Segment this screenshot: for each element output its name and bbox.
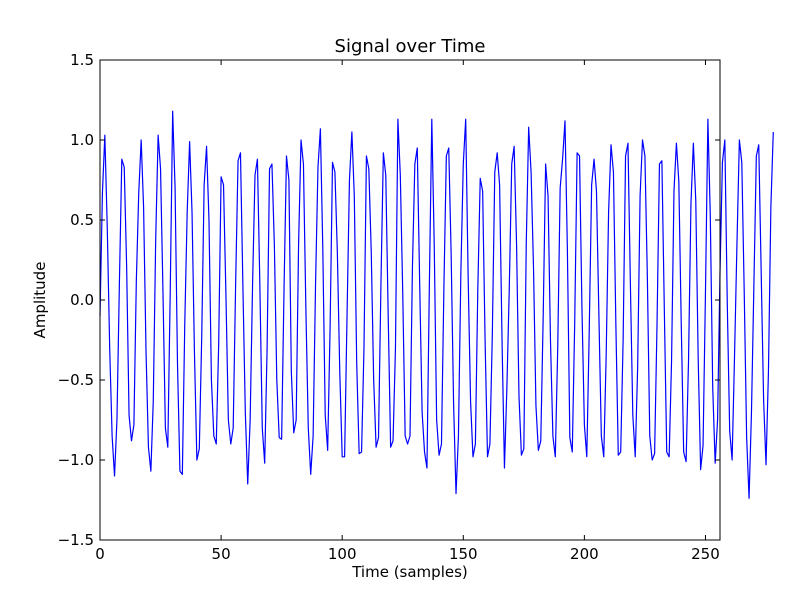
x-tick-label: 0 bbox=[95, 545, 105, 563]
x-tick-label: 50 bbox=[212, 545, 231, 563]
y-tick-label: 0.5 bbox=[70, 211, 94, 229]
chart-title: Signal over Time bbox=[335, 36, 486, 57]
y-tick-label: −1.0 bbox=[58, 451, 94, 469]
y-tick-label: 0.0 bbox=[70, 291, 94, 309]
y-tick-label: −1.5 bbox=[58, 531, 94, 549]
x-tick-label: 150 bbox=[449, 545, 478, 563]
y-tick-label: −0.5 bbox=[58, 371, 94, 389]
signal-series-line bbox=[99, 110, 774, 499]
x-tick-label: 100 bbox=[328, 545, 357, 563]
series-layer bbox=[99, 110, 774, 499]
y-axis-label: Amplitude bbox=[31, 262, 49, 339]
x-tick-label: 250 bbox=[691, 545, 720, 563]
y-tick-label: 1.0 bbox=[70, 131, 94, 149]
y-tick-label: 1.5 bbox=[70, 51, 94, 69]
plot-frame bbox=[99, 59, 721, 541]
x-tick-label: 200 bbox=[570, 545, 599, 563]
x-axis-label: Time (samples) bbox=[351, 563, 468, 581]
